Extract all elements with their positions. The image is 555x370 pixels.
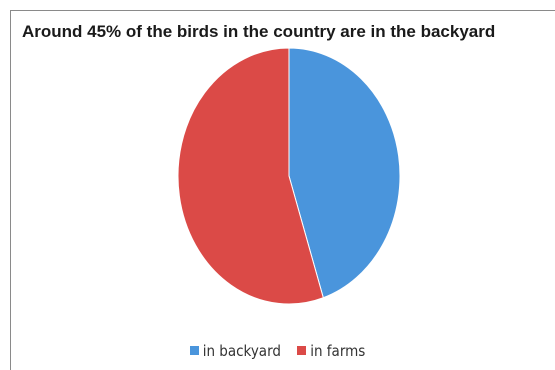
chart-frame	[10, 10, 555, 370]
legend-item-in-farms: in farms	[297, 342, 365, 360]
pie-slices	[177, 47, 401, 305]
pie-slice-in-backyard	[288, 47, 401, 299]
pie-slice-in-farms	[177, 47, 324, 305]
chart-title: Around 45% of the birds in the country a…	[22, 22, 496, 41]
legend-label-in-farms: in farms	[310, 341, 366, 360]
chart-legend: in backyard in farms	[0, 341, 555, 360]
legend-label-in-backyard: in backyard	[202, 341, 281, 360]
legend-swatch-in-backyard	[189, 346, 199, 355]
legend-item-in-backyard: in backyard	[189, 341, 281, 360]
legend-swatch-in-farms	[297, 346, 307, 355]
